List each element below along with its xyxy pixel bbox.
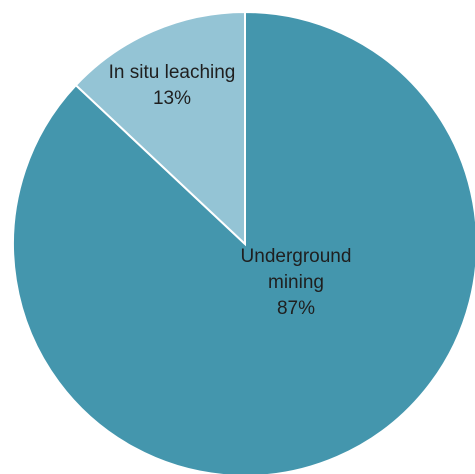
slice-category-label: Underground bbox=[241, 246, 352, 267]
slices-layer bbox=[12, 10, 475, 474]
slice-label-in-situ-leaching: In situ leaching 13% bbox=[109, 62, 236, 109]
slice-value-label: 13% bbox=[153, 88, 191, 109]
labels-layer: Underground mining 87% In situ leaching 13% bbox=[109, 62, 352, 319]
slice-label-underground-mining: Underground mining 87% bbox=[241, 246, 352, 319]
slice-value-label: 87% bbox=[277, 298, 315, 319]
slice-category-label: In situ leaching bbox=[109, 62, 236, 83]
pie-slice-underground-mining bbox=[12, 10, 475, 474]
slice-category-label: mining bbox=[268, 272, 324, 293]
pie-slice-in-situ-leaching bbox=[74, 10, 246, 247]
